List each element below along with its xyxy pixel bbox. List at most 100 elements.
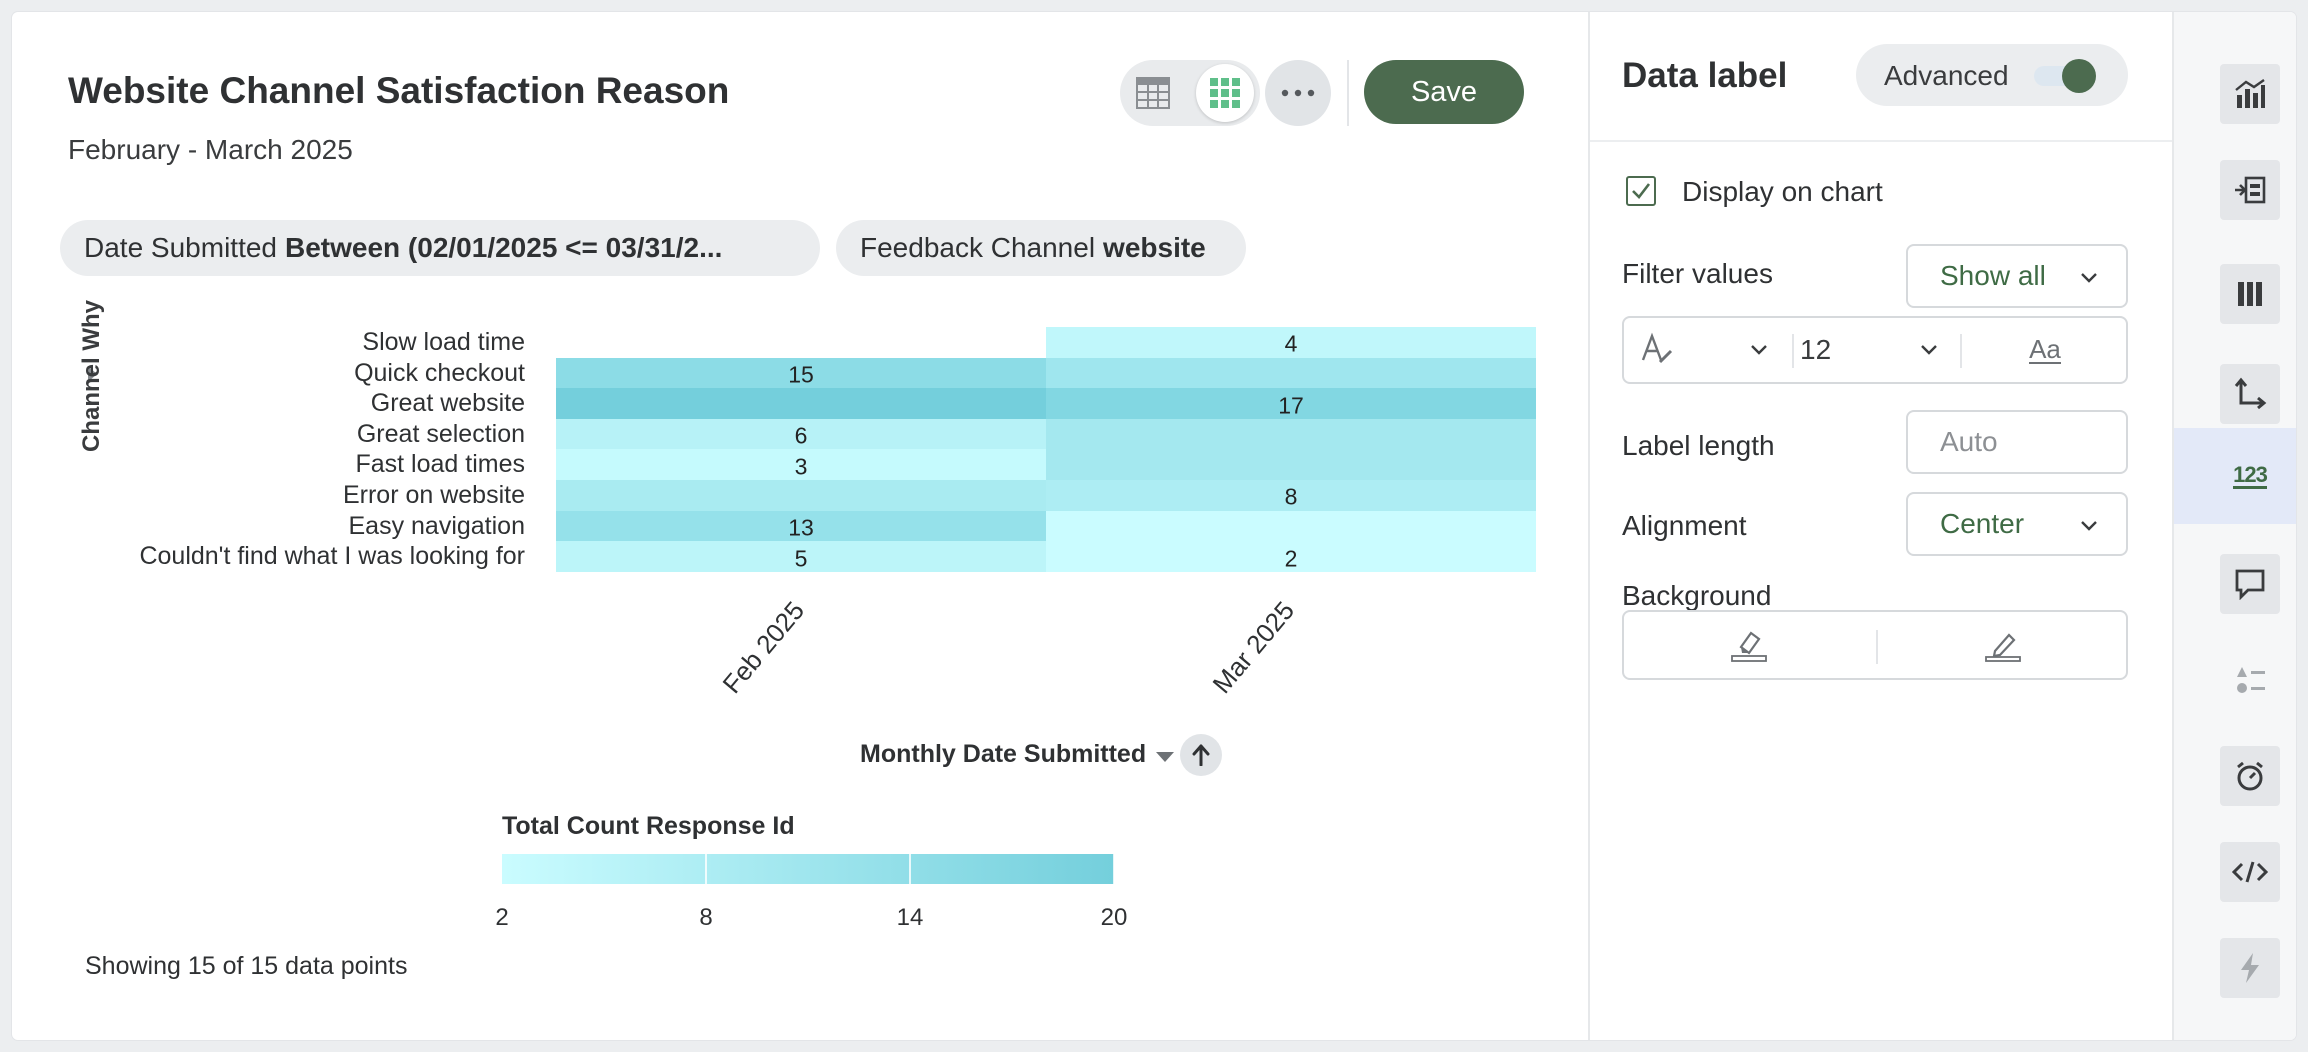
filter-chip-channel[interactable]: Feedback Channel website — [836, 220, 1246, 276]
heatmap-cell[interactable] — [1046, 357, 1536, 389]
heatmap-cell[interactable] — [556, 357, 1046, 389]
legend-tick-label: 2 — [495, 904, 509, 931]
save-button[interactable]: Save — [1364, 60, 1524, 124]
x-axis-caret-icon[interactable] — [1156, 752, 1174, 762]
x-tick-label: Feb 2025 — [716, 595, 811, 699]
y-tick-label: Quick checkout — [354, 358, 525, 387]
settings-panel: Data label Advanced Display on chart Fil… — [1588, 12, 2174, 1040]
heatmap-cell-label: 5 — [794, 545, 808, 571]
sort-button[interactable] — [1180, 734, 1222, 776]
columns-icon — [2238, 282, 2262, 306]
heatmap-cell[interactable] — [556, 449, 1046, 481]
heatmap-cell-label: 6 — [794, 422, 808, 449]
rail-legend-button[interactable] — [2220, 650, 2280, 710]
font-row-divider — [1960, 334, 1962, 368]
heatmap-cell-label: 2 — [1284, 545, 1298, 571]
heatmap-cell[interactable] — [556, 510, 1046, 542]
filter-chip-field: Date Submitted — [84, 232, 277, 263]
chart-type-icon — [2235, 79, 2265, 108]
font-row-divider — [1792, 334, 1794, 368]
font-settings-row: 12 Aa — [1622, 316, 2128, 384]
fill-color-icon — [1731, 631, 1767, 662]
icon-rail: 123 — [2172, 12, 2296, 1040]
font-size-select[interactable]: 12 — [1794, 318, 1960, 382]
data-label-icon: 123 — [2233, 461, 2268, 489]
tooltip-icon — [2235, 569, 2265, 600]
lightning-icon — [2241, 953, 2259, 983]
background-border-button[interactable] — [1878, 612, 2128, 678]
heatmap-cell[interactable] — [1046, 510, 1536, 542]
advanced-toggle[interactable]: Advanced — [1856, 44, 2128, 106]
heatmap-cell[interactable] — [556, 388, 1046, 420]
heatmap-cell-label: 15 — [788, 361, 814, 388]
rail-move-chart-button[interactable] — [2220, 160, 2280, 220]
chart-view-button[interactable] — [1196, 64, 1254, 122]
label-length-input[interactable]: Auto — [1906, 410, 2128, 474]
chevron-down-icon — [1751, 345, 1767, 355]
chevron-down-icon — [1921, 345, 1937, 355]
y-tick-label: Great website — [370, 389, 525, 418]
alignment-label: Alignment — [1622, 510, 1747, 541]
table-icon — [1136, 77, 1170, 109]
rail-chart-type-button[interactable] — [2220, 64, 2280, 124]
text-case-button[interactable]: Aa — [1962, 318, 2128, 382]
filter-chip-date[interactable]: Date Submitted Between (02/01/2025 <= 03… — [60, 220, 820, 276]
rail-tooltip-button[interactable] — [2220, 554, 2280, 614]
heatmap-cell[interactable] — [1046, 388, 1536, 420]
rail-columns-button[interactable] — [2220, 264, 2280, 324]
table-view-button[interactable] — [1124, 64, 1182, 122]
font-style-icon — [1641, 332, 1673, 364]
heatmap-cell[interactable] — [1046, 327, 1536, 358]
advanced-switch-knob — [2062, 59, 2096, 93]
y-axis-expand-caret[interactable] — [88, 366, 97, 382]
header-divider — [1347, 60, 1349, 126]
legend-tick-mark — [909, 854, 911, 884]
rail-lightning-button[interactable] — [2220, 938, 2280, 998]
more-options-button[interactable] — [1265, 60, 1331, 126]
y-tick-label: Great selection — [356, 419, 525, 448]
heatmap-cell[interactable] — [1046, 418, 1536, 450]
display-on-chart-label: Display on chart — [1682, 176, 1883, 207]
heatmap-cell[interactable] — [1046, 480, 1536, 511]
filter-chip-value: website — [1103, 232, 1206, 263]
rail-axes-button[interactable] — [2220, 364, 2280, 424]
code-icon — [2232, 861, 2268, 883]
grid-icon — [1210, 78, 1240, 108]
legend-gradient-bar — [502, 854, 1114, 884]
heatmap-cell-label: 4 — [1284, 330, 1298, 357]
legend-tick-label: 8 — [699, 904, 713, 931]
filter-values-value: Show all — [1940, 260, 2046, 291]
heatmap-cell[interactable] — [556, 418, 1046, 450]
x-tick-label: Mar 2025 — [1206, 595, 1301, 699]
page-title: Website Channel Satisfaction Reason — [68, 70, 730, 111]
rail-data-label-button[interactable]: 123 — [2220, 446, 2280, 506]
filter-values-select[interactable]: Show all — [1906, 244, 2128, 308]
display-on-chart-checkbox[interactable] — [1626, 176, 1656, 206]
page-subtitle: February - March 2025 — [68, 134, 353, 165]
rail-timer-button[interactable] — [2220, 746, 2280, 806]
view-toggle — [1120, 60, 1260, 126]
heatmap-cell-label: 17 — [1278, 392, 1304, 418]
y-tick-label: Slow load time — [362, 328, 525, 356]
background-label: Background — [1622, 580, 1772, 611]
background-settings-row — [1622, 610, 2128, 680]
panel-divider — [1590, 140, 2174, 142]
heatmap-cell[interactable] — [1046, 449, 1536, 481]
heatmap-cell[interactable] — [556, 480, 1046, 511]
heatmap-cell[interactable] — [556, 541, 1046, 573]
y-tick-label: Error on website — [342, 481, 525, 509]
y-axis-title: Channel Why — [78, 299, 105, 452]
background-fill-button[interactable] — [1624, 612, 1874, 678]
filter-chip-field: Feedback Channel — [860, 232, 1096, 263]
rail-code-button[interactable] — [2220, 842, 2280, 902]
timer-icon — [2237, 761, 2263, 791]
chevron-down-icon — [2081, 273, 2097, 283]
alignment-select[interactable]: Center — [1906, 492, 2128, 556]
chart-pane: Website Channel Satisfaction Reason Febr… — [12, 12, 1588, 1040]
heatmap-cell[interactable] — [1046, 541, 1536, 573]
x-axis-title: Monthly Date Submitted — [860, 740, 1147, 768]
legend-tick-mark — [1113, 854, 1115, 884]
font-style-select[interactable] — [1624, 318, 1792, 382]
text-case-icon: Aa — [2029, 334, 2061, 364]
filter-values-label: Filter values — [1622, 258, 1773, 289]
